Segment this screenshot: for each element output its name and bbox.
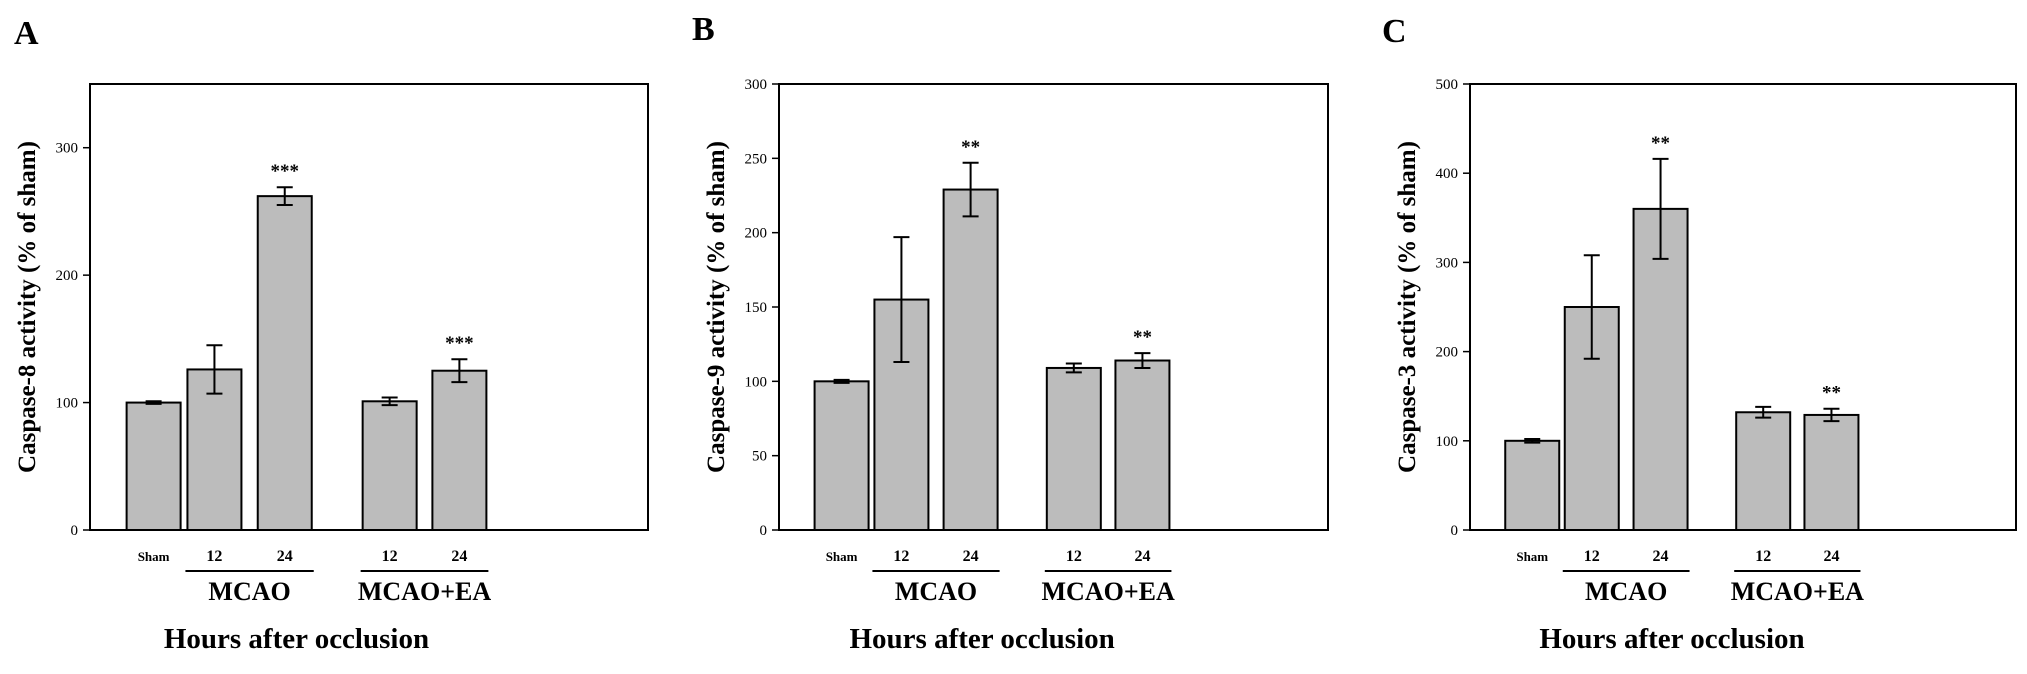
x-axis-label: Hours after occlusion <box>849 623 1114 655</box>
y-tick-label: 300 <box>56 141 79 157</box>
y-tick-label: 400 <box>1436 166 1459 182</box>
significance-marker: ** <box>1133 327 1152 348</box>
significance-marker: ** <box>1651 133 1670 154</box>
y-tick-label: 200 <box>56 268 79 284</box>
bar <box>361 400 418 531</box>
y-tick-label: 100 <box>56 396 79 412</box>
bar <box>813 380 870 532</box>
chart-panel-b: B 0 50 100 150 200 250 300 Caspase-9 activity (%… <box>692 11 1329 655</box>
x-tick-label: 12 <box>1755 548 1771 565</box>
chart-panel-c: C 0 100 200 300 400 500 Caspase-3 activity (% o… <box>1382 13 2017 655</box>
y-axis-label: Caspase-3 activity (% of sham) <box>1394 141 1421 473</box>
x-tick-label: Sham <box>138 549 170 564</box>
significance-marker: ** <box>1822 383 1841 404</box>
y-tick-label: 0 <box>1451 523 1459 539</box>
group-label: MCAO <box>895 577 977 606</box>
y-tick-label: 100 <box>745 374 768 390</box>
bar <box>1803 413 1860 532</box>
x-tick-label: Sham <box>826 549 858 564</box>
significance-marker: *** <box>445 333 474 354</box>
significance-marker: ** <box>961 137 980 158</box>
y-tick-label: 0 <box>71 523 79 539</box>
y-tick-label: 0 <box>760 523 768 539</box>
y-tick-label: 250 <box>745 151 768 167</box>
group-label: MCAO+EA <box>1731 577 1864 606</box>
y-axis-label: Caspase-9 activity (% of sham) <box>703 141 730 473</box>
x-tick-label: 24 <box>1653 548 1669 565</box>
y-axis-label: Caspase-8 activity (% of sham) <box>14 141 41 473</box>
y-tick-label: 50 <box>752 449 767 465</box>
significance-marker: *** <box>270 161 299 182</box>
panel-letter: B <box>692 11 715 48</box>
bar <box>1632 207 1689 531</box>
x-tick-label: 24 <box>277 548 293 565</box>
bar <box>125 401 182 532</box>
y-tick-label: 300 <box>1436 255 1459 271</box>
x-tick-label: Sham <box>1516 549 1548 564</box>
x-tick-label: 12 <box>206 548 222 565</box>
y-tick-label: 500 <box>1436 77 1459 93</box>
x-tick-label: 24 <box>1134 548 1150 565</box>
bar <box>186 368 243 531</box>
x-tick-label: 12 <box>893 548 909 565</box>
y-tick-label: 200 <box>1436 345 1459 361</box>
bar <box>942 188 999 531</box>
x-tick-label: 12 <box>1066 548 1082 565</box>
y-tick-label: 150 <box>745 300 768 316</box>
group-label: MCAO+EA <box>1042 577 1175 606</box>
group-label: MCAO+EA <box>358 577 491 606</box>
x-tick-label: 24 <box>1823 548 1839 565</box>
x-tick-label: 24 <box>963 548 979 565</box>
x-tick-label: 12 <box>382 548 398 565</box>
chart-panel-a: A 0 100 200 300 Caspase-8 activity (% of sham… <box>14 15 649 655</box>
x-tick-label: 12 <box>1584 548 1600 565</box>
panel-letter: A <box>14 15 39 52</box>
group-label: MCAO <box>208 577 290 606</box>
bar <box>431 369 488 532</box>
y-tick-label: 300 <box>745 77 768 93</box>
bar <box>1114 359 1171 531</box>
bar <box>256 195 313 531</box>
x-tick-label: 24 <box>451 548 467 565</box>
y-tick-label: 200 <box>745 226 768 242</box>
x-axis-label: Hours after occlusion <box>164 623 429 655</box>
bar <box>1045 366 1102 531</box>
x-axis-label: Hours after occlusion <box>1539 623 1804 655</box>
panel-letter: C <box>1382 13 1407 50</box>
bar <box>1504 439 1561 531</box>
y-tick-label: 100 <box>1436 434 1459 450</box>
bar <box>1735 411 1792 532</box>
group-label: MCAO <box>1585 577 1667 606</box>
